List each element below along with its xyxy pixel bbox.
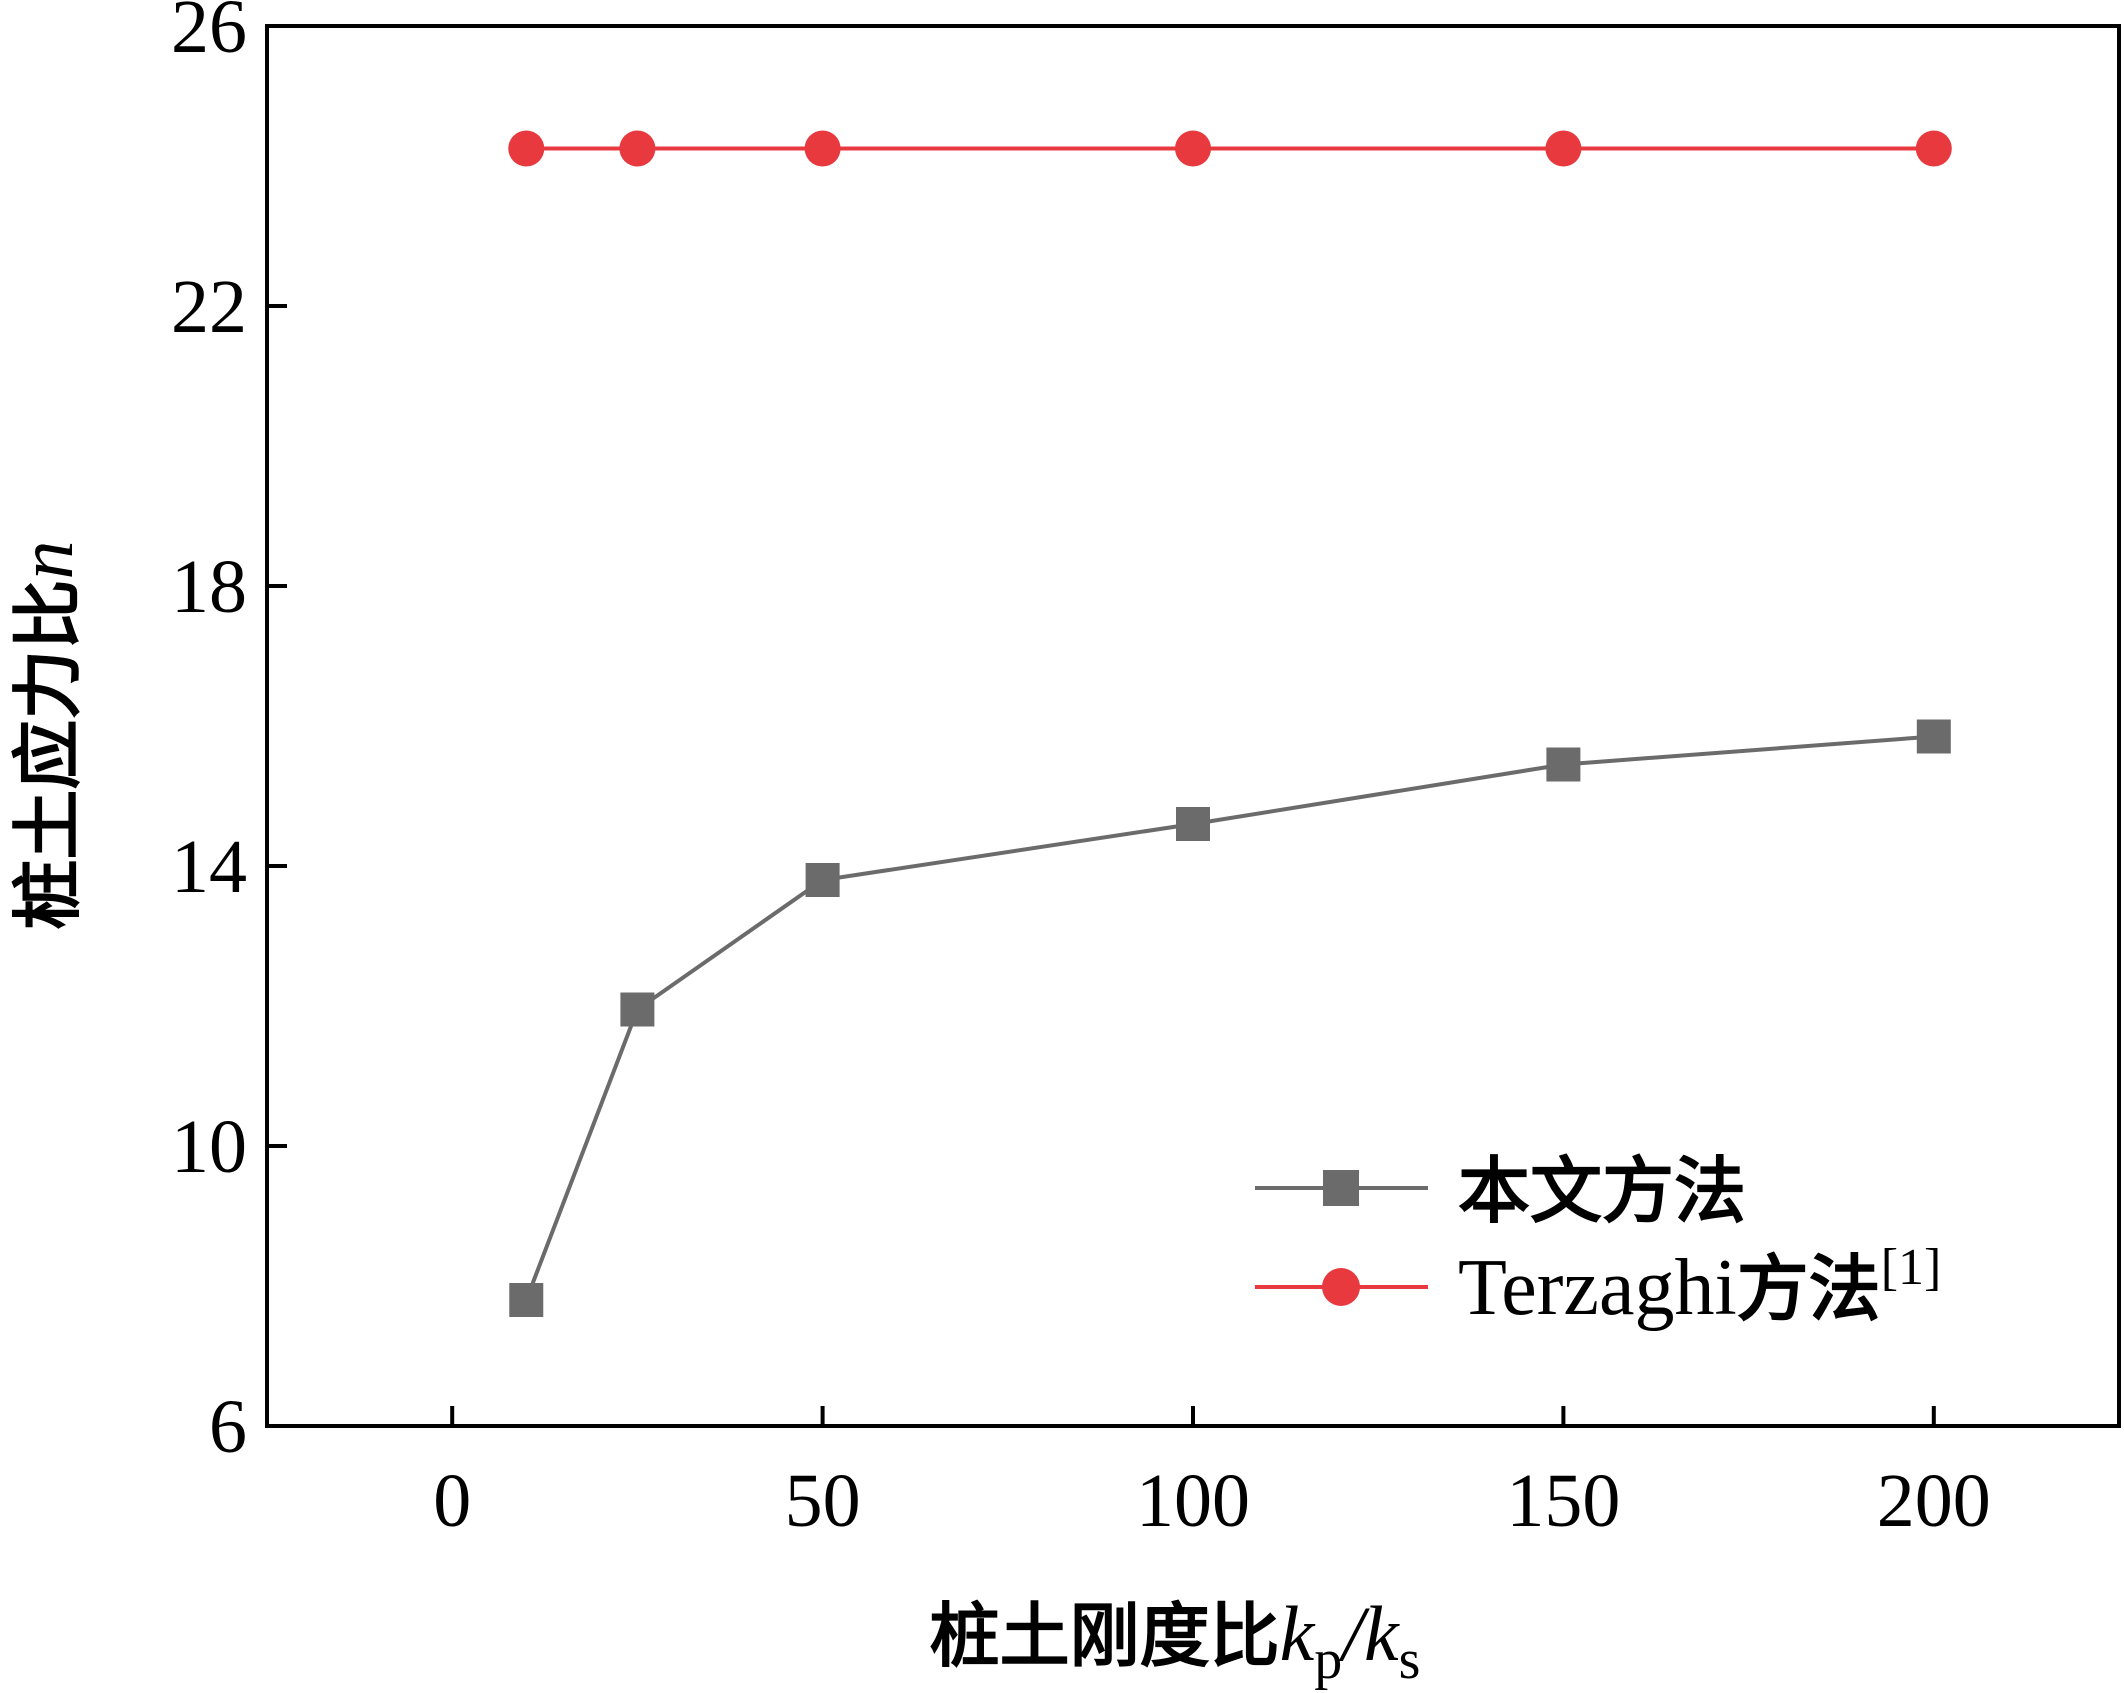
series-2-point-4 <box>1545 130 1582 167</box>
series-2-point-0 <box>508 130 545 167</box>
x-tick-label-2: 100 <box>1136 1459 1250 1543</box>
y-tick-label-5: 26 <box>171 0 247 69</box>
y-axis-title: 桩土应力比n <box>2 541 89 930</box>
series-2-point-1 <box>619 130 656 167</box>
series-line-1 <box>524 734 1934 1301</box>
series-1-point-4 <box>1546 747 1581 782</box>
x-tick-label-0: 0 <box>433 1459 471 1543</box>
series-1-point-5 <box>1916 719 1951 754</box>
y-tick-label-2: 14 <box>171 825 247 909</box>
x-axis-title: 桩土刚度比kp/ks <box>930 1590 1421 1691</box>
legend: 本文方法 Terzaghi方法[1] <box>1255 1149 1941 1332</box>
y-tick-label-0: 6 <box>209 1385 247 1469</box>
series-1-point-0 <box>509 1283 544 1317</box>
series-1-point-2 <box>805 863 840 897</box>
series-2-point-3 <box>1175 130 1211 167</box>
ticks: 0 50 100 150 200 6 10 14 18 22 26 <box>171 0 1991 1543</box>
plot-frame <box>265 24 2121 1428</box>
series-2-point-5 <box>1915 130 1952 167</box>
series-1-point-1 <box>620 992 655 1027</box>
y-tick-label-4: 22 <box>171 265 247 349</box>
series-1-point-3 <box>1176 807 1210 841</box>
series-layer <box>508 130 1952 1317</box>
x-tick-label-4: 200 <box>1877 1459 1991 1543</box>
x-tick-label-3: 150 <box>1506 1459 1620 1543</box>
series-2-point-2 <box>804 130 841 167</box>
legend-marker-square <box>1323 1170 1359 1206</box>
legend-marker-circle <box>1322 1268 1360 1306</box>
y-tick-label-1: 10 <box>171 1105 247 1189</box>
legend-label-series-2: Terzaghi方法[1] <box>1458 1239 1941 1332</box>
y-tick-label-3: 18 <box>171 545 247 629</box>
x-tick-label-1: 50 <box>785 1459 861 1543</box>
legend-label-series-1: 本文方法 <box>1458 1149 1746 1233</box>
